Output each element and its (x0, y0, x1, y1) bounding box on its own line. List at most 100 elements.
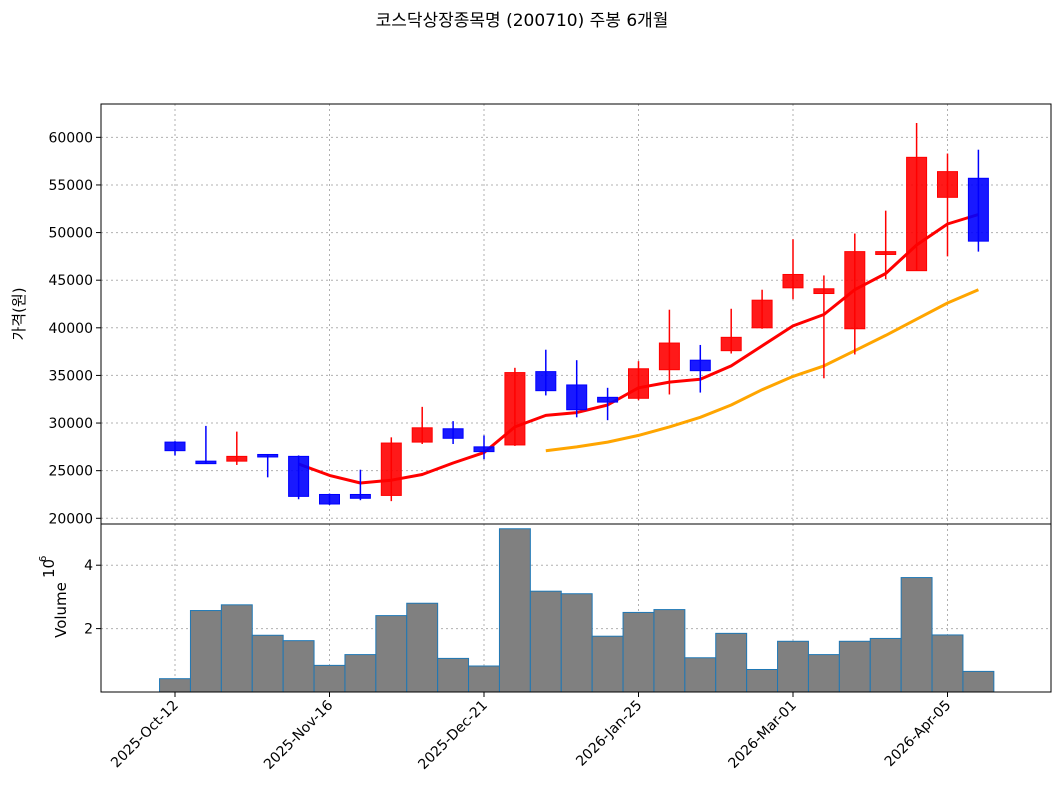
candle-body (473, 446, 495, 453)
candle-body (411, 427, 433, 443)
price-y-label: 가격(원) (10, 287, 28, 340)
candle-body (349, 493, 371, 499)
volume-bar (715, 632, 748, 693)
volume-bar (344, 654, 377, 693)
candle-body (628, 368, 649, 399)
volume-bar (591, 635, 624, 693)
volume-bar (962, 670, 995, 693)
volume-scale-base: 10 (40, 559, 58, 578)
volume-bar (622, 611, 655, 693)
candle-body (226, 455, 248, 462)
volume-bar (653, 609, 686, 693)
candle-body (906, 156, 928, 272)
volume-panel: 24 Volume 10 6 (38, 523, 1052, 693)
x-tick-label: 2026-Mar-01 (726, 698, 800, 772)
candle (658, 309, 680, 395)
candle-body (164, 441, 186, 452)
ma-long-line (545, 288, 979, 453)
candle (782, 239, 804, 300)
price-tick-label: 45000 (48, 273, 93, 289)
volume-bar (189, 610, 222, 693)
candle-body (257, 453, 279, 458)
x-tick-label: 2026-Jan-25 (573, 698, 645, 770)
candle (937, 153, 958, 257)
volume-bar (869, 637, 902, 693)
volume-bars (159, 528, 995, 693)
volume-bar (313, 664, 346, 693)
candle-body (319, 493, 340, 505)
volume-bar (684, 657, 717, 693)
chart-title: 코스닥상장종목명 (200710) 주봉 6개월 (376, 11, 669, 31)
volume-bar (746, 668, 779, 693)
candle-body (875, 251, 897, 255)
candle-body (844, 251, 866, 330)
candle-body (937, 171, 958, 198)
candle (504, 367, 526, 446)
volume-scale-exponent: 6 (38, 556, 49, 562)
candle-body (720, 336, 742, 352)
candle (628, 361, 649, 401)
candle (195, 425, 217, 465)
candle-body (442, 428, 464, 439)
candle-body (597, 396, 619, 403)
candle-body (195, 460, 217, 465)
price-tick-label: 35000 (48, 368, 93, 384)
price-tick-label: 20000 (48, 511, 93, 527)
candle-body (288, 455, 310, 497)
candle (875, 210, 897, 280)
x-tick-label: 2026-Apr-05 (882, 698, 955, 771)
volume-bar (498, 528, 531, 693)
candle (720, 308, 742, 354)
price-tick-label: 40000 (48, 321, 93, 337)
volume-bar (807, 654, 840, 693)
volume-bar (838, 640, 871, 693)
candle (411, 406, 433, 444)
candle (689, 344, 711, 393)
candle (349, 469, 371, 501)
price-tick-label: 50000 (48, 226, 93, 242)
x-tick-label: 2025-Dec-21 (415, 698, 490, 773)
candle-body (967, 177, 989, 242)
x-tick-label: 2025-Oct-12 (108, 698, 182, 772)
x-axis: 2025-Oct-12 2025-Nov-16 2025-Dec-21 2026-Ja… (108, 692, 954, 773)
volume-bar (375, 615, 408, 693)
volume-bar (900, 577, 933, 693)
candle (380, 437, 402, 502)
volume-bar (777, 640, 809, 693)
candle-body (658, 342, 680, 371)
price-tick-label: 60000 (48, 130, 93, 146)
candle (442, 421, 464, 444)
candle (844, 233, 866, 355)
x-tick-label: 2025-Nov-16 (261, 697, 336, 772)
volume-bar (282, 640, 315, 693)
price-tick-label: 25000 (48, 464, 93, 480)
price-tick-label: 55000 (48, 178, 93, 194)
volume-y-label: Volume (52, 582, 70, 638)
volume-bar (468, 665, 500, 693)
candle-body (813, 288, 835, 295)
candle (597, 387, 619, 421)
candle (813, 275, 835, 379)
volume-tick-label: 4 (84, 558, 93, 574)
volume-y-axis: 24 (84, 558, 101, 638)
candle-body (380, 442, 402, 496)
volume-bar (931, 634, 964, 693)
candle-body (751, 299, 773, 329)
candle-body (535, 371, 557, 392)
candlesticks (164, 123, 989, 505)
volume-bar (406, 602, 439, 693)
price-panel: 20000 25000 30000 35000 40000 45000 50000 55000… (10, 103, 1052, 527)
candle (751, 289, 773, 329)
candle-body (689, 359, 711, 372)
volume-bar (251, 634, 284, 693)
candle-body (566, 384, 588, 411)
volume-bar (529, 590, 562, 693)
candle (319, 493, 340, 505)
candle-body (782, 273, 804, 289)
volume-bar (437, 657, 470, 693)
candle (473, 435, 495, 460)
volume-plot-frame (100, 523, 1052, 693)
candle (288, 455, 310, 500)
candle (906, 123, 928, 272)
